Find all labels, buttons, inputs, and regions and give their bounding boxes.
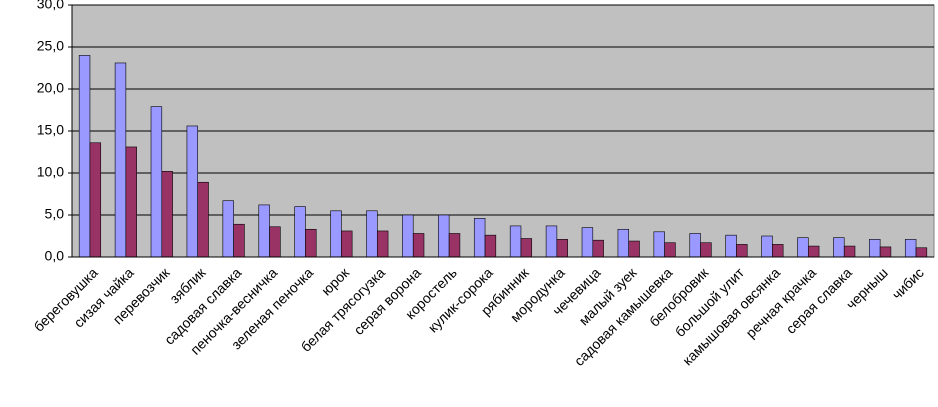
x-tick-label: чибис [889, 264, 927, 302]
bar [617, 228, 630, 258]
y-tick-label: 10,0 [37, 164, 64, 180]
bar [473, 218, 486, 258]
bar [904, 239, 917, 258]
bar [700, 242, 712, 258]
bar [161, 171, 173, 258]
y-tick-label: 5,0 [45, 206, 65, 222]
bar [807, 245, 820, 258]
bar [305, 228, 317, 258]
y-tick-label: 20,0 [37, 80, 64, 96]
bar [653, 231, 665, 258]
bar [869, 239, 881, 258]
bar [772, 244, 784, 258]
bar [725, 234, 737, 258]
bar [520, 238, 533, 258]
bar [736, 244, 748, 258]
bar [628, 240, 640, 258]
bar [114, 62, 127, 258]
bar [438, 214, 450, 258]
bar [412, 233, 425, 258]
bar [78, 55, 91, 258]
bar [294, 206, 306, 258]
bar [833, 237, 845, 258]
y-tick-label: 15,0 [37, 122, 64, 138]
bar [89, 142, 102, 258]
bar [341, 230, 353, 258]
bar [592, 239, 604, 258]
bar [915, 247, 928, 258]
bar [186, 125, 199, 258]
bar [689, 233, 701, 258]
bar [125, 146, 137, 258]
bar [222, 200, 234, 258]
bar [664, 242, 676, 258]
bar [269, 226, 281, 258]
bar [366, 210, 378, 258]
bar [556, 239, 568, 258]
bar [843, 245, 856, 258]
bar [448, 233, 461, 258]
bar [879, 246, 892, 258]
bar [509, 225, 522, 258]
bar [545, 225, 558, 258]
y-tick-label: 25,0 [37, 38, 64, 54]
bar [484, 234, 497, 258]
bar [330, 210, 342, 258]
bar [581, 227, 594, 258]
bar [402, 214, 414, 258]
bar [233, 223, 245, 258]
bar [197, 181, 209, 258]
bar [258, 204, 270, 258]
bar [150, 106, 163, 258]
y-tick-label: 0,0 [45, 248, 65, 264]
bar [376, 230, 389, 258]
bar [797, 237, 809, 258]
bar [761, 235, 773, 258]
y-tick-label: 30,0 [37, 0, 64, 12]
